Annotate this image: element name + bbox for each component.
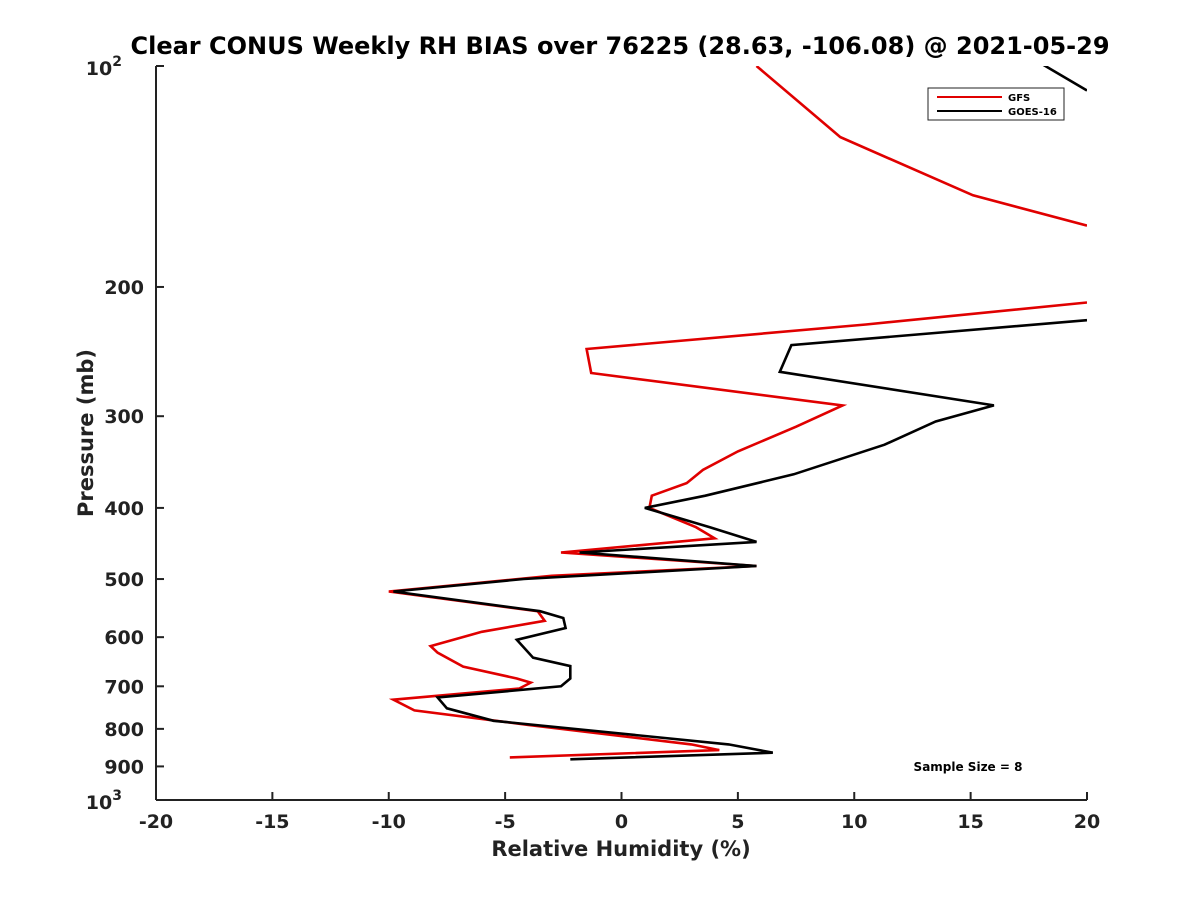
- chart-title: Clear CONUS Weekly RH BIAS over 76225 (2…: [130, 32, 1109, 60]
- y-ticks: 102 200 300 400 500 600 700 800 900 103: [86, 54, 164, 814]
- y-tick-label: 700: [104, 676, 144, 698]
- legend-label-gfs: GFS: [1008, 93, 1030, 104]
- x-tick-label: -5: [495, 811, 516, 833]
- sample-size-annotation: Sample Size = 8: [914, 760, 1023, 774]
- legend: GFS GOES-16: [927, 87, 1065, 121]
- y-axis-label: Pressure (mb): [74, 349, 98, 517]
- x-tick-label: 20: [1074, 811, 1100, 833]
- series-line-gfs: [388, 66, 1087, 759]
- y-tick-label: 900: [104, 756, 144, 778]
- y-tick-label: 300: [104, 406, 144, 428]
- legend-label-goes16: GOES-16: [1008, 107, 1057, 118]
- legend-box: [927, 87, 1065, 121]
- plot-axes: [155, 66, 1087, 801]
- x-tick-label: -15: [255, 811, 289, 833]
- y-tick-label: 800: [104, 719, 144, 741]
- y-tick-label-power: 102: [86, 54, 122, 80]
- x-axis-label: Relative Humidity (%): [491, 837, 750, 861]
- y-tick-label-power: 103: [86, 788, 122, 814]
- x-tick-label: 0: [615, 811, 628, 833]
- y-tick-label: 600: [104, 627, 144, 649]
- x-tick-label: -20: [139, 811, 173, 833]
- x-tick-label: 15: [957, 811, 983, 833]
- series-layer: [388, 66, 1087, 761]
- y-tick-label: 200: [104, 277, 144, 299]
- y-tick-label: 400: [104, 498, 144, 520]
- x-tick-label: 5: [731, 811, 744, 833]
- series-line-goes16: [393, 66, 1087, 761]
- x-tick-label: -10: [372, 811, 406, 833]
- y-tick-label: 500: [104, 569, 144, 591]
- x-tick-label: 10: [841, 811, 867, 833]
- x-ticks: -20 -15 -10 -5 0 5 10 15 20: [139, 792, 1100, 833]
